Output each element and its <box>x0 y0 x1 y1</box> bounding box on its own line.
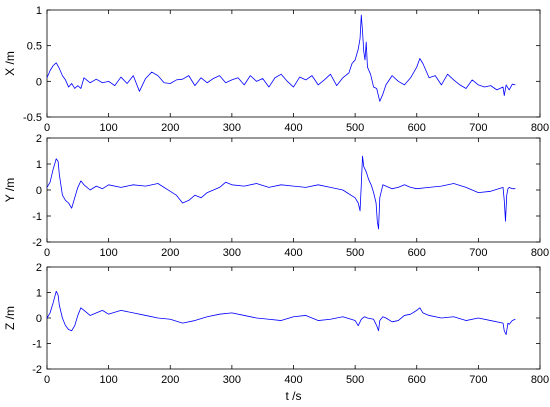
x-tick-label-x-8: 800 <box>531 122 549 134</box>
panel-z: 0 100 200 300 400 500 600 700 800 -2 -1 0 1 2 Z /m t /s <box>3 262 549 403</box>
x-tick-label-z-2: 200 <box>161 374 179 386</box>
series-line-x-0 <box>46 14 516 102</box>
y-tick-label-y-0: -2 <box>32 237 42 249</box>
x-tick-label-y-1: 100 <box>99 247 117 259</box>
panel-y: 0 100 200 300 400 500 600 700 800 -2 -1 0 1 2 Y /m <box>3 133 549 259</box>
x-tick-label-y-8: 800 <box>531 247 549 259</box>
y-tick-label-x-0: -0.5 <box>23 112 42 124</box>
x-tick-label-z-3: 300 <box>223 374 241 386</box>
y-axis-label-z: Z /m <box>3 306 17 330</box>
panels: 0 100 200 300 400 500 600 700 800-0.500.51X /m0 1… <box>3 5 549 403</box>
y-axis-label-x: X /m <box>3 51 17 76</box>
x-tick-label-z-7: 700 <box>469 374 487 386</box>
y-tick-label-x-1: 0 <box>36 76 42 88</box>
x-tick-label-z-6: 600 <box>408 374 426 386</box>
y-tick-label-z-0: -2 <box>32 364 42 376</box>
series-line-z-0 <box>46 290 516 335</box>
x-tick-label-z-5: 500 <box>346 374 364 386</box>
x-tick-label-x-2: 200 <box>161 122 179 134</box>
x-tick-label-y-6: 600 <box>408 247 426 259</box>
panel-x: 0 100 200 300 400 500 600 700 800-0.500.51X /m <box>3 5 549 134</box>
x-tick-label-x-1: 100 <box>99 122 117 134</box>
x-tick-label-y-3: 300 <box>223 247 241 259</box>
x-tick-label-z-8: 800 <box>531 374 549 386</box>
x-tick-label-y-2: 200 <box>161 247 179 259</box>
x-tick-label-z-1: 100 <box>99 374 117 386</box>
x-tick-label-x-0: 0 <box>44 122 50 134</box>
y-tick-label-z-1: -1 <box>32 339 42 351</box>
y-tick-label-z-3: 1 <box>36 288 42 300</box>
x-tick-label-y-4: 400 <box>284 247 302 259</box>
x-tick-label-x-4: 400 <box>284 122 302 134</box>
y-tick-label-y-2: 0 <box>36 185 42 197</box>
y-tick-label-z-2: 0 <box>36 313 42 325</box>
y-tick-label-x-2: 0.5 <box>27 41 42 53</box>
x-tick-label-z-4: 400 <box>284 374 302 386</box>
x-tick-label-y-0: 0 <box>44 247 50 259</box>
x-tick-label-x-5: 500 <box>346 122 364 134</box>
y-tick-label-z-4: 2 <box>36 262 42 274</box>
x-tick-label-x-7: 700 <box>469 122 487 134</box>
x-axis-label-z: t /s <box>285 389 301 403</box>
x-tick-label-x-6: 600 <box>408 122 426 134</box>
y-tick-label-y-3: 1 <box>36 159 42 171</box>
series-line-y-0 <box>46 155 516 230</box>
y-tick-label-x-3: 1 <box>36 5 42 17</box>
x-tick-label-y-7: 700 <box>469 247 487 259</box>
y-axis-label-y: Y /m <box>3 178 17 202</box>
y-tick-label-y-1: -1 <box>32 211 42 223</box>
x-tick-label-y-5: 500 <box>346 247 364 259</box>
x-tick-label-x-3: 300 <box>223 122 241 134</box>
x-tick-label-z-0: 0 <box>44 374 50 386</box>
y-tick-label-y-4: 2 <box>36 133 42 145</box>
